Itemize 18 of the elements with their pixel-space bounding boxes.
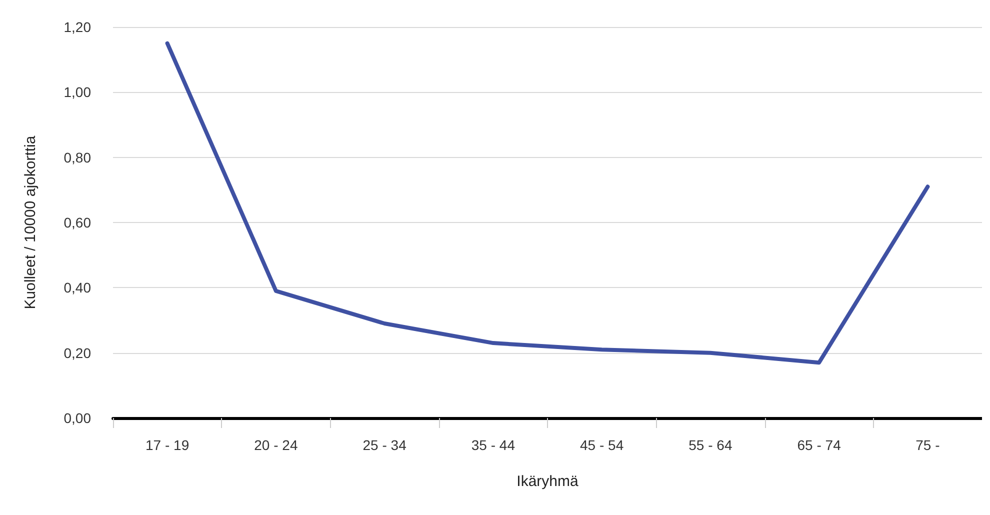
y-tick-label: 1,00 <box>64 84 92 100</box>
line-series <box>165 41 930 365</box>
y-tick-label: 0,60 <box>64 214 92 230</box>
x-tick-label: 35 - 44 <box>471 437 516 453</box>
y-axis-title: Kuolleet / 10000 ajokorttia <box>22 135 39 310</box>
x-tick-label: 65 - 74 <box>797 437 842 453</box>
y-tick-label: 1,20 <box>64 19 92 35</box>
x-tick-label: 55 - 64 <box>688 437 732 453</box>
y-tick-label: 0,80 <box>64 149 92 166</box>
x-tick-label: 25 - 34 <box>362 437 407 453</box>
y-tick-label: 0,40 <box>64 280 92 296</box>
x-tick-label: 75 - <box>916 437 940 453</box>
x-tick-label: 17 - 19 <box>146 437 190 453</box>
x-tick-label: 45 - 54 <box>580 437 624 453</box>
y-tick-label: 0,00 <box>64 410 92 426</box>
x-axis-title: Ikäryhmä <box>516 473 579 490</box>
y-tick-label: 0,20 <box>64 344 92 361</box>
x-tick-label: 20 - 24 <box>254 437 298 453</box>
